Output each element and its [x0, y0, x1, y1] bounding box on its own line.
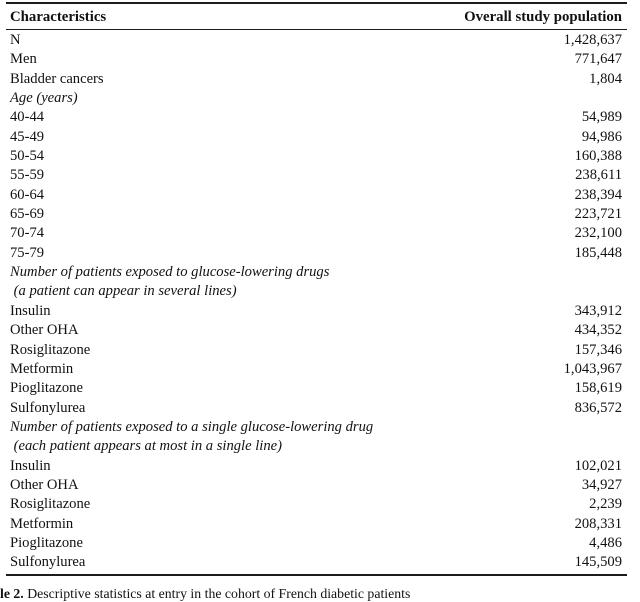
row-label: Bladder cancers: [10, 70, 104, 87]
table-row: Metformin 1,043,967: [6, 360, 627, 379]
table-row: 50-54 160,388: [6, 147, 627, 166]
row-value: 343,912: [574, 302, 622, 319]
table-row: 45-49 94,986: [6, 128, 627, 147]
column-header-characteristics: Characteristics: [10, 8, 107, 25]
row-label: 50-54: [10, 148, 45, 165]
row-value: 160,388: [574, 148, 622, 165]
table-row: Pioglitazone 158,619: [6, 379, 627, 398]
row-label: Sulfonylurea: [10, 554, 86, 571]
table-row: Other OHA 434,352: [6, 321, 627, 340]
row-label: 70-74: [10, 225, 45, 242]
row-value: 1,043,967: [563, 360, 622, 377]
row-label: 60-64: [10, 186, 45, 203]
row-value: 4,486: [589, 534, 622, 551]
table-row: 60-64 238,394: [6, 186, 627, 205]
row-value: 232,100: [574, 225, 622, 242]
table-row: 75-79 185,448: [6, 244, 627, 263]
row-value: 836,572: [574, 399, 622, 416]
row-value: 1,428,637: [563, 32, 622, 48]
table-row: 55-59 238,611: [6, 166, 627, 185]
row-value: 771,647: [574, 51, 622, 68]
table-row: 40-44 54,989: [6, 108, 627, 127]
table-row: Insulin 102,021: [6, 457, 627, 476]
row-value: 1,804: [589, 70, 622, 87]
section-header-row: (each patient appears at most in a singl…: [6, 437, 627, 456]
table-body: N 1,428,637 Men 771,647 Bladder cancers 1,804…: [6, 30, 627, 576]
row-value: 2,239: [589, 496, 622, 513]
caption-label: le 2.: [0, 586, 24, 601]
row-label: 45-49: [10, 128, 45, 145]
row-label: Sulfonylurea: [10, 399, 86, 416]
row-value: 54,989: [581, 109, 622, 126]
row-value: 223,721: [574, 206, 622, 223]
table-header-row: Characteristics Overall study population: [6, 4, 627, 30]
row-label: Insulin: [10, 302, 51, 319]
table-row: Sulfonylurea 145,509: [6, 553, 627, 572]
section-header-row: (a patient can appear in several lines): [6, 282, 627, 301]
table-caption: le 2. Descriptive statistics at entry in…: [0, 585, 640, 602]
row-label: Rosiglitazone: [10, 341, 91, 358]
row-label: Metformin: [10, 360, 74, 377]
row-value: 102,021: [574, 457, 622, 474]
section-header-row: Number of patients exposed to glucose-lo…: [6, 263, 627, 282]
row-value: 157,346: [574, 341, 622, 358]
row-label: Other OHA: [10, 322, 79, 339]
row-label: N: [10, 32, 21, 48]
table-row: 70-74 232,100: [6, 224, 627, 243]
table-row: Pioglitazone 4,486: [6, 534, 627, 553]
row-value: 238,611: [575, 167, 622, 184]
row-label: 75-79: [10, 244, 45, 261]
row-value: 94,986: [581, 128, 622, 145]
row-value: 158,619: [574, 380, 622, 397]
row-value: 434,352: [574, 322, 622, 339]
table-row: Insulin 343,912: [6, 302, 627, 321]
table-row: N 1,428,637: [6, 31, 627, 50]
row-label: Insulin: [10, 457, 51, 474]
table-row: Rosiglitazone 157,346: [6, 341, 627, 360]
row-label: Number of patients exposed to glucose-lo…: [10, 264, 330, 281]
row-label: (a patient can appear in several lines): [10, 283, 237, 300]
caption-text: Descriptive statistics at entry in the c…: [23, 586, 411, 601]
table-row: Other OHA 34,927: [6, 476, 627, 495]
row-label: 55-59: [10, 167, 45, 184]
row-label: 65-69: [10, 206, 45, 223]
row-value: 34,927: [581, 476, 622, 493]
table-row: Sulfonylurea 836,572: [6, 399, 627, 418]
table-row: Men 771,647: [6, 50, 627, 69]
row-label: (each patient appears at most in a singl…: [10, 438, 282, 455]
row-label: Pioglitazone: [10, 534, 83, 551]
table-row: Bladder cancers 1,804: [6, 70, 627, 89]
row-value: 238,394: [574, 186, 622, 203]
row-value: 145,509: [574, 554, 622, 571]
row-label: Metformin: [10, 515, 74, 532]
row-value: 208,331: [574, 515, 622, 532]
row-label: Other OHA: [10, 476, 79, 493]
row-label: Men: [10, 51, 37, 68]
row-label: Pioglitazone: [10, 380, 83, 397]
table-row: 65-69 223,721: [6, 205, 627, 224]
row-label: Rosiglitazone: [10, 496, 91, 513]
column-header-overall-study-population: Overall study population: [464, 8, 622, 25]
row-label: Age (years): [10, 90, 78, 107]
table-row: Rosiglitazone 2,239: [6, 495, 627, 514]
row-value: 185,448: [574, 244, 622, 261]
row-label: 40-44: [10, 109, 45, 126]
table-row: Metformin 208,331: [6, 515, 627, 534]
section-header-row: Number of patients exposed to a single g…: [6, 418, 627, 437]
row-label: Number of patients exposed to a single g…: [10, 418, 374, 435]
study-population-table: Characteristics Overall study population…: [6, 2, 627, 576]
section-header-row: Age (years): [6, 89, 627, 108]
